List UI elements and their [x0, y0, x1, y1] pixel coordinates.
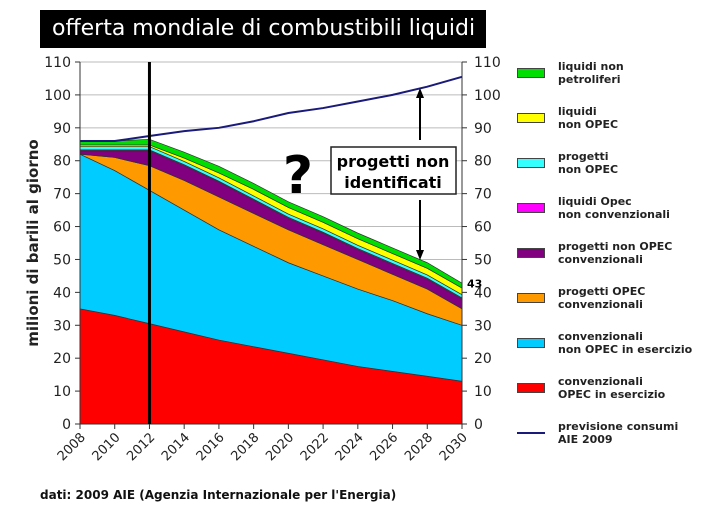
x-tick-label: 2014: [159, 430, 193, 464]
y-tick-label-right: 0: [474, 417, 483, 433]
y-tick-label: 10: [53, 384, 71, 400]
x-tick-label: 2022: [298, 430, 332, 464]
legend-swatch: [517, 338, 545, 348]
legend-item: progetti non OPEC: [515, 150, 705, 190]
y-tick-label: 110: [44, 55, 71, 71]
annotation-box: [330, 146, 457, 195]
arrow-down-head: [416, 250, 424, 260]
legend-label: convenzionali OPEC in esercizio: [558, 375, 666, 401]
y-tick-label: 50: [53, 252, 71, 268]
x-tick-label: 2026: [367, 430, 401, 464]
legend-label: progetti non OPEC: [558, 150, 619, 176]
legend-label: liquidi non OPEC: [558, 105, 619, 131]
x-tick-label: 2016: [194, 430, 228, 464]
arrow-up-head: [416, 88, 424, 98]
y-tick-label: 20: [53, 351, 71, 367]
x-tick-label: 2012: [124, 430, 158, 464]
y-tick-label: 0: [62, 417, 71, 433]
legend-item: liquidi Opec non convenzionali: [515, 195, 705, 235]
y-tick-label: 90: [53, 121, 71, 137]
legend-swatch: [517, 383, 545, 393]
legend-item: previsione consumi AIE 2009: [515, 420, 705, 460]
y-axis-label: milioni di barili al giorno: [24, 139, 42, 346]
legend-swatch: [517, 113, 545, 123]
y-tick-label-right: 110: [474, 55, 501, 71]
y-tick-label-right: 70: [474, 187, 492, 203]
y-tick-label-right: 90: [474, 121, 492, 137]
y-tick-label-right: 30: [474, 318, 492, 334]
y-tick-label: 30: [53, 318, 71, 334]
demand-line: [80, 75, 463, 142]
legend-item: progetti OPEC convenzionali: [515, 285, 705, 325]
annotation-text: progetti non: [337, 152, 450, 171]
legend-swatch: [517, 248, 545, 258]
x-tick-label: 2020: [263, 430, 297, 464]
x-tick-label: 2030: [437, 430, 471, 464]
legend-swatch: [517, 203, 545, 213]
legend-item: convenzionali non OPEC in esercizio: [515, 330, 705, 370]
y-tick-label-right: 60: [474, 220, 492, 236]
x-tick-label: 2008: [55, 430, 89, 464]
legend-label: progetti OPEC convenzionali: [558, 285, 646, 311]
source-note: dati: 2009 AIE (Agenzia Internazionale p…: [40, 488, 397, 502]
legend-item: liquidi non OPEC: [515, 105, 705, 145]
x-tick-label: 2028: [402, 430, 436, 464]
legend-label: liquidi non petroliferi: [558, 60, 624, 86]
y-tick-label-right: 50: [474, 252, 492, 268]
x-tick-label: 2018: [228, 430, 262, 464]
y-tick-label-right: 80: [474, 154, 492, 170]
legend-label: previsione consumi AIE 2009: [558, 420, 679, 446]
legend-swatch: [517, 432, 545, 434]
legend-item: convenzionali OPEC in esercizio: [515, 375, 705, 415]
x-tick-label: 2024: [333, 430, 367, 464]
y-tick-label: 40: [53, 285, 71, 301]
y-tick-label: 60: [53, 220, 71, 236]
legend-item: progetti non OPEC convenzionali: [515, 240, 705, 280]
y-tick-label: 100: [44, 88, 71, 104]
annotation-text: identificati: [344, 173, 442, 192]
legend-swatch: [517, 158, 545, 168]
x-tick-label: 2010: [90, 430, 124, 464]
legend-label: convenzionali non OPEC in esercizio: [558, 330, 693, 356]
y-tick-label-right: 20: [474, 351, 492, 367]
legend-swatch: [517, 68, 545, 78]
y-tick-label-right: 40: [474, 285, 492, 301]
question-mark: ?: [283, 146, 313, 206]
legend-item: liquidi non petroliferi: [515, 60, 705, 100]
chart-title: offerta mondiale di combustibili liquidi: [40, 10, 486, 48]
y-tick-label: 70: [53, 187, 71, 203]
y-tick-label-right: 100: [474, 88, 501, 104]
end-value-label: 43: [467, 277, 482, 290]
legend-swatch: [517, 293, 545, 303]
y-tick-label: 80: [53, 154, 71, 170]
y-tick-label-right: 10: [474, 384, 492, 400]
legend-label: progetti non OPEC convenzionali: [558, 240, 673, 266]
legend-label: liquidi Opec non convenzionali: [558, 195, 670, 221]
